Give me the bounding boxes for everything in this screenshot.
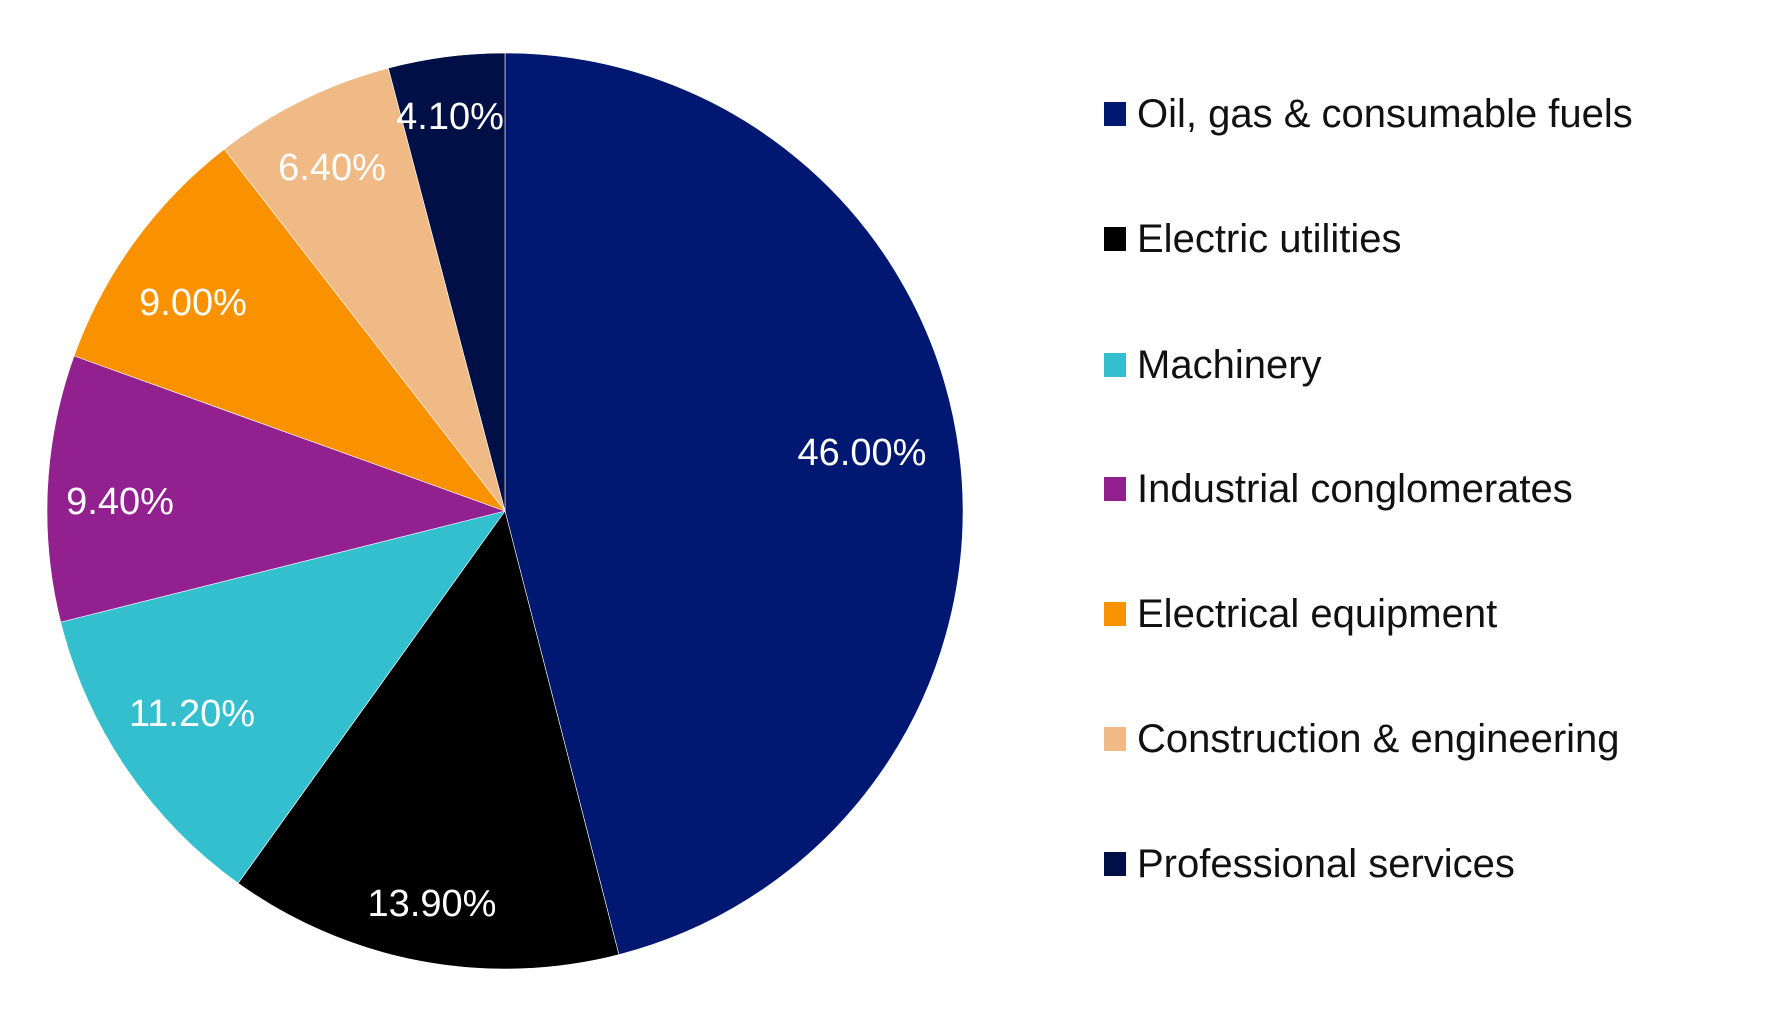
legend-item-machinery: Machinery xyxy=(1104,341,1322,389)
data-label: 46.00% xyxy=(798,432,927,474)
data-label: 6.40% xyxy=(278,147,386,189)
pie-slice-oil-gas-consumable-fuels xyxy=(504,52,964,955)
pie-slice-electric-utilities xyxy=(237,510,620,970)
pie-slice-machinery xyxy=(60,510,506,884)
data-label: 11.20% xyxy=(129,693,255,735)
legend-swatch-icon xyxy=(1104,852,1126,876)
pie-slice-industrial-conglomerates xyxy=(46,355,507,623)
pie-slice-electrical-equipment xyxy=(73,148,506,512)
legend-swatch-icon xyxy=(1104,353,1126,377)
legend-label: Electrical equipment xyxy=(1137,592,1498,636)
legend-swatch-icon xyxy=(1104,102,1126,126)
legend-item-oil-gas: Oil, gas & consumable fuels xyxy=(1104,90,1633,138)
legend-label: Electric utilities xyxy=(1137,217,1402,261)
data-label: 9.00% xyxy=(139,282,247,324)
legend-item-professional-services: Professional services xyxy=(1104,840,1515,888)
pie-slices xyxy=(46,52,964,970)
legend-label: Oil, gas & consumable fuels xyxy=(1137,92,1633,136)
pie-data-labels: 46.00% 13.90% 11.20% 9.40% 9.00% 6.40%4.10% xyxy=(66,96,926,925)
legend-label: Construction & engineering xyxy=(1137,717,1620,761)
data-label: 13.90% xyxy=(368,883,497,925)
data-label: 4.10% xyxy=(396,96,504,138)
pie-slice-professional-services xyxy=(387,52,506,512)
legend-swatch-icon xyxy=(1104,727,1126,751)
legend-label: Professional services xyxy=(1137,842,1515,886)
legend-swatch-icon xyxy=(1104,602,1126,626)
legend-label: Industrial conglomerates xyxy=(1137,467,1573,511)
legend-item-industrial-conglomerates: Industrial conglomerates xyxy=(1104,465,1573,513)
data-label: 9.40% xyxy=(66,481,174,523)
legend-swatch-icon xyxy=(1104,227,1126,251)
legend-item-electric-utilities: Electric utilities xyxy=(1104,215,1402,263)
pie-slice-construction-engineering xyxy=(223,67,506,512)
legend-item-construction-engineering: Construction & engineering xyxy=(1104,715,1620,763)
legend-swatch-icon xyxy=(1104,477,1126,501)
legend-item-electrical-equipment: Electrical equipment xyxy=(1104,590,1497,638)
legend-label: Machinery xyxy=(1137,343,1322,387)
